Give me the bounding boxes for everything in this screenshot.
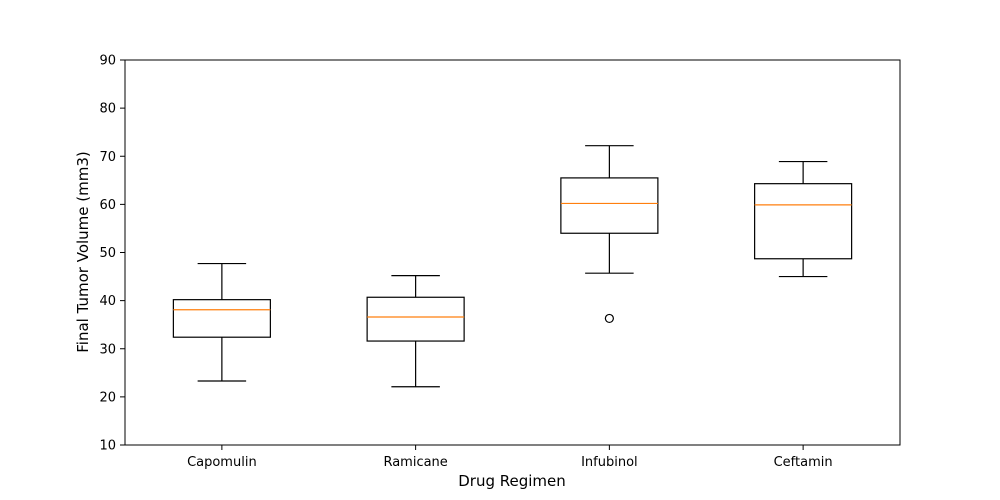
- y-tick-label: 20: [99, 390, 116, 405]
- x-tick-label: Capomulin: [187, 455, 257, 470]
- y-tick-label: 10: [99, 439, 116, 454]
- plot-frame: [124, 59, 901, 446]
- x-axis-label: Drug Regimen: [458, 472, 566, 490]
- box-infubinol: [560, 145, 659, 324]
- iqr-box: [172, 299, 271, 338]
- y-axis: 10 20 30 40 50 60 70 80 90: [99, 54, 125, 454]
- box-ramicane: [366, 275, 465, 388]
- x-tick-label: Ceftamin: [774, 455, 833, 470]
- y-tick-label: 90: [99, 54, 116, 69]
- y-axis-label: Final Tumor Volume (mm3): [74, 151, 92, 352]
- x-tick-label: Ramicane: [383, 455, 447, 470]
- x-axis: Capomulin Ramicane Infubinol Ceftamin: [187, 445, 833, 470]
- x-tick-label: Infubinol: [581, 455, 638, 470]
- y-tick-label: 30: [99, 342, 116, 357]
- plot-marks: [172, 145, 853, 388]
- y-tick-label: 40: [99, 294, 116, 309]
- box-ceftamin: [754, 160, 853, 278]
- y-tick-label: 80: [99, 102, 116, 117]
- iqr-box: [366, 296, 465, 342]
- box-capomulin: [172, 262, 271, 382]
- iqr-box: [560, 177, 659, 234]
- iqr-box: [754, 183, 853, 260]
- y-tick-label: 50: [99, 246, 116, 261]
- y-tick-label: 60: [99, 198, 116, 213]
- y-tick-label: 70: [99, 150, 116, 165]
- outlier-point: [604, 313, 614, 324]
